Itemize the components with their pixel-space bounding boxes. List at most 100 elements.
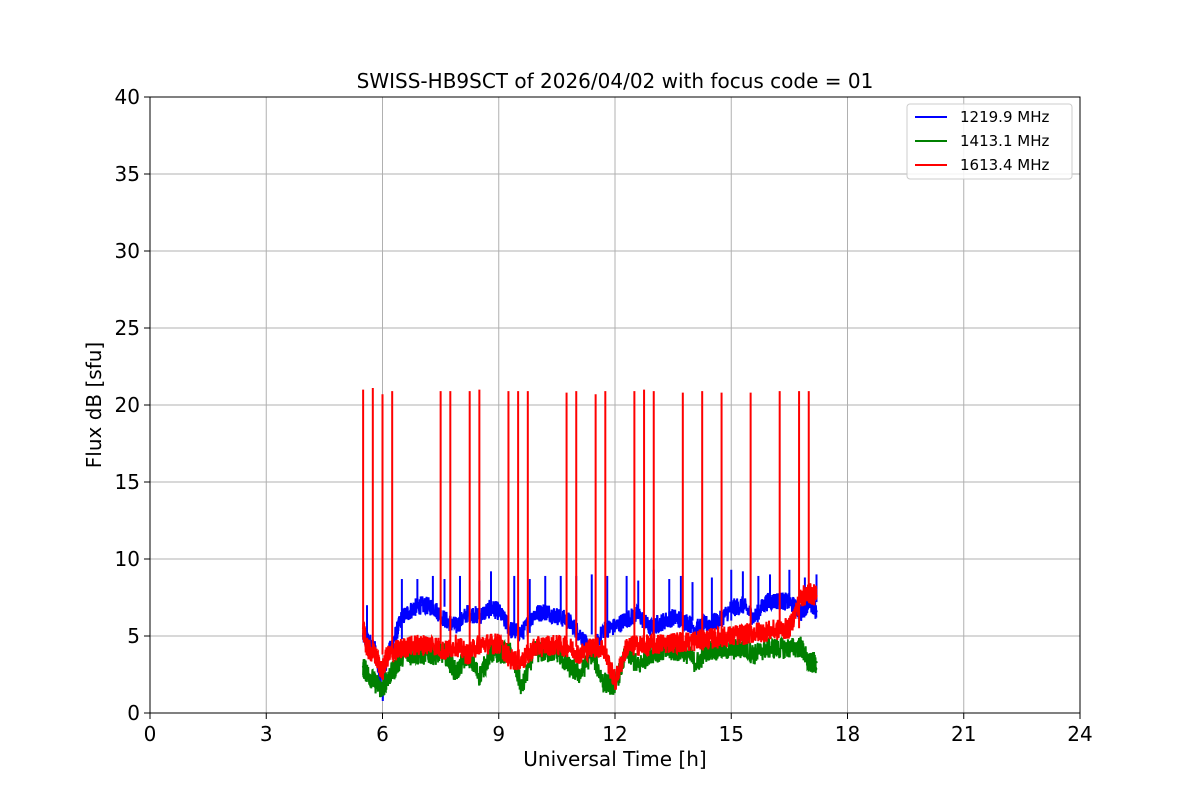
data-point [764,600,768,604]
data-point [392,637,396,641]
data-point [532,647,535,650]
data-point [509,657,512,661]
data-point [392,668,396,672]
data-point [489,651,493,655]
data-point [671,640,675,644]
data-point [741,647,745,650]
series-trace [362,583,818,690]
data-point [718,636,721,639]
data-point [466,611,469,615]
data-point [613,625,617,628]
data-point [497,610,500,613]
data-point [497,642,500,645]
data-point [788,600,791,604]
data-point [683,619,686,622]
data-point [520,659,524,662]
data-point [602,647,605,650]
data-point [431,653,435,656]
data-point [555,614,559,618]
series-area [361,388,818,702]
data-point [613,681,617,684]
data-point [660,620,663,624]
x-tick-label: 9 [492,722,505,746]
data-point [730,648,733,652]
data-point [443,650,446,653]
data-point [578,633,582,636]
data-point [764,647,768,650]
data-point [753,616,756,619]
data-point [660,642,663,645]
data-point [799,596,803,599]
data-point [400,647,404,650]
data-point [706,637,710,641]
x-tick-label: 0 [144,722,157,746]
data-point [431,605,435,608]
data-point [466,653,469,656]
chart-title: SWISS-HB9SCT of 2026/04/02 with focus co… [357,69,874,93]
data-point [567,619,570,622]
data-point [454,671,458,675]
legend-label-1413: 1413.1 MHz [960,132,1049,150]
y-tick-label: 25 [115,316,140,340]
y-tick-label: 35 [115,162,140,186]
data-point [788,627,791,630]
data-point [602,681,605,684]
data-point [361,665,365,668]
data-point [648,644,652,647]
y-tick-label: 10 [115,547,140,571]
data-point [412,607,415,610]
data-point [602,628,605,632]
data-point [776,599,779,602]
data-point [776,628,779,632]
data-point [648,627,652,630]
y-tick-label: 5 [127,624,140,648]
data-point [718,648,721,652]
data-point [788,647,791,650]
legend: 1219.9 MHz 1413.1 MHz 1613.4 MHz [906,103,1073,180]
x-tick-label: 18 [835,722,860,746]
data-point [815,594,818,598]
data-point [555,644,559,647]
x-axis-ticks: 0 3 6 9 12 15 18 21 24 [144,713,1093,746]
data-point [799,611,803,615]
legend-label-1613: 1613.4 MHz [960,156,1049,174]
data-point [730,634,733,638]
series-trace [362,636,818,698]
data-point [799,645,803,648]
data-point [637,665,640,668]
data-point [532,613,535,616]
y-axis-ticks: 0 5 10 15 20 25 30 35 40 [115,85,150,725]
data-point [420,653,423,656]
data-point [695,662,698,665]
data-point [373,681,376,684]
data-point [381,670,384,673]
data-point [637,644,640,647]
x-tick-label: 24 [1067,722,1092,746]
y-tick-label: 30 [115,239,140,263]
series-trace [362,592,818,702]
data-point [741,633,745,636]
data-point [695,639,698,642]
y-tick-label: 0 [127,701,140,725]
data-point [764,630,768,633]
y-tick-label: 40 [115,85,140,109]
data-point [718,619,721,622]
data-point [385,656,388,659]
x-tick-label: 6 [376,722,389,746]
x-tick-label: 15 [719,722,744,746]
data-point [431,642,435,645]
data-point [420,604,423,607]
data-point [365,671,369,675]
data-point [454,625,458,628]
data-point [753,653,756,656]
data-point [807,662,810,665]
data-point [420,644,423,647]
series-2 [361,388,818,690]
data-point [706,622,710,625]
data-point [753,631,756,635]
data-point [695,627,698,630]
data-point [373,653,376,656]
data-point [520,631,524,635]
data-point [454,644,458,647]
